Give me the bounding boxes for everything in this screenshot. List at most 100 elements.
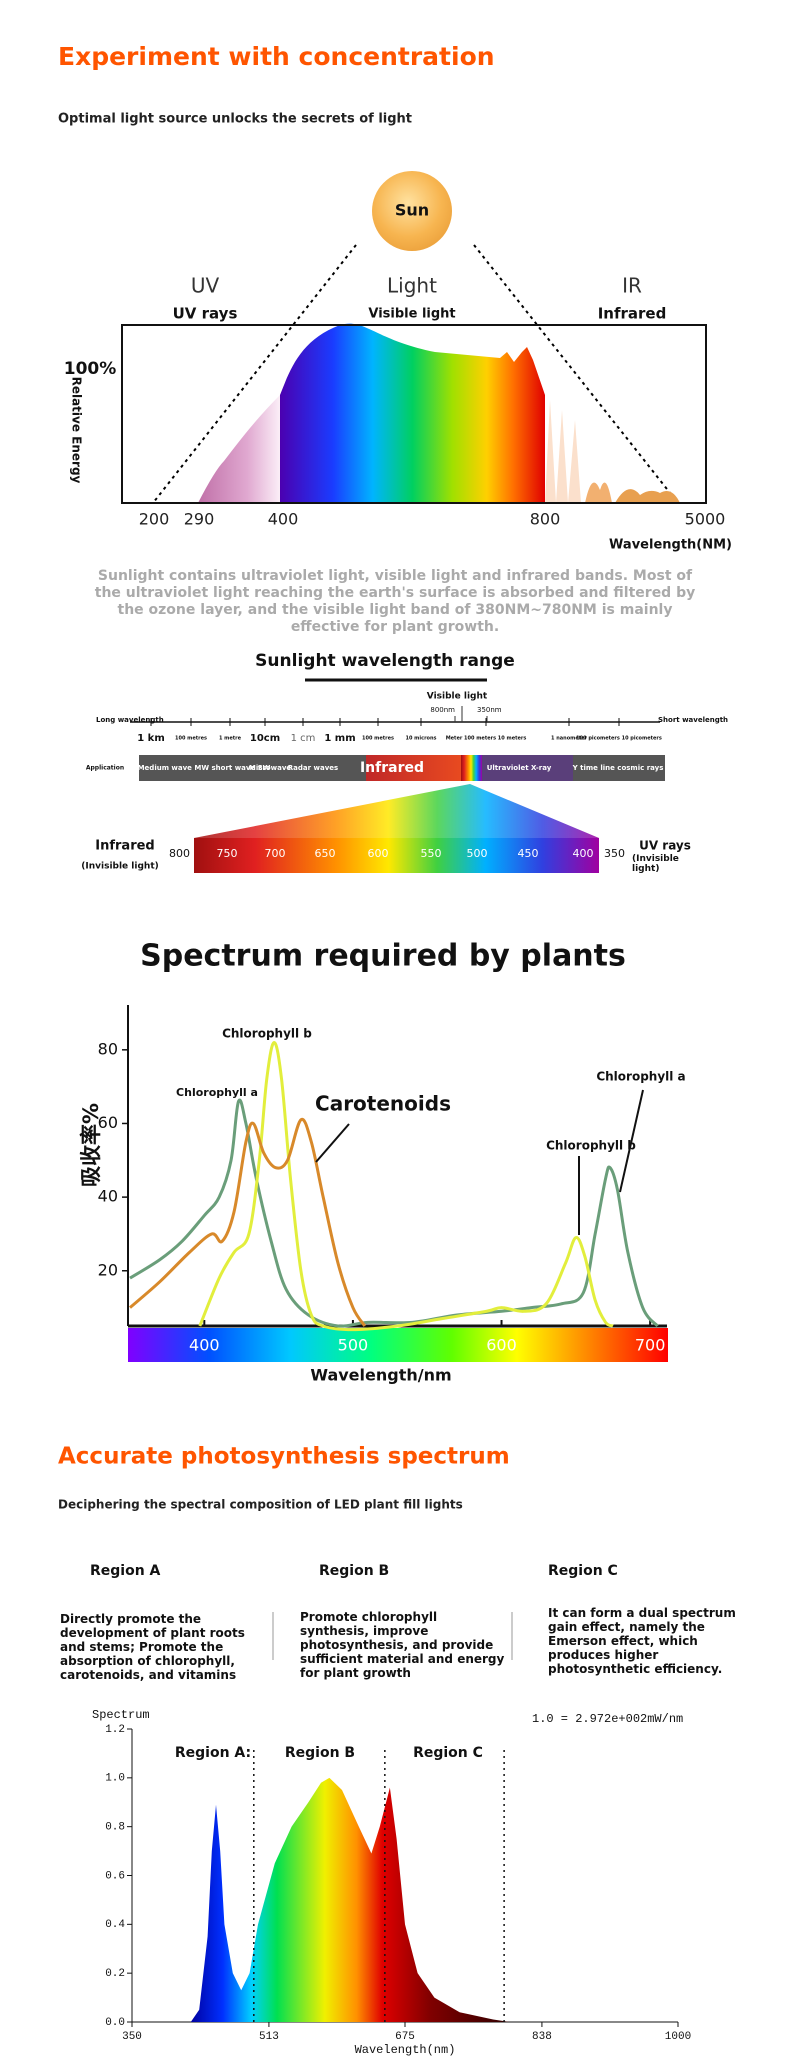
annotation: Carotenoids <box>315 1092 451 1116</box>
spectrum-end: 350 <box>604 847 625 860</box>
y-tick-label: 60 <box>98 1113 118 1132</box>
y-tick-label: 80 <box>98 1039 118 1058</box>
scale-label: 10cm <box>250 733 280 744</box>
frame <box>121 324 707 504</box>
spectrum-tick: 650 <box>315 847 336 860</box>
x-tick-label: 350 <box>122 2031 142 2043</box>
region-label: Region B <box>285 1745 355 1761</box>
annotation: Chlorophyll a <box>596 1070 685 1084</box>
ray <box>152 244 357 504</box>
scale-label: 1 km <box>137 733 165 744</box>
y-tick-label: 40 <box>98 1187 118 1206</box>
leader <box>315 1123 350 1163</box>
spectrum-tick: 550 <box>421 847 442 860</box>
region-label: Region A: <box>175 1745 251 1761</box>
visible-end: 350nm <box>477 706 502 714</box>
x-label: 5000 <box>685 510 726 529</box>
sun-label: Sun <box>395 201 429 220</box>
section-title: Spectrum required by plants <box>140 939 626 974</box>
visible-spectrum-bar <box>194 838 599 873</box>
subtitle: Deciphering the spectral composition of … <box>58 1498 463 1512</box>
x-label: 800 <box>530 510 561 529</box>
x-axis-label: Wavelength/nm <box>310 1366 451 1385</box>
band-name: Visible light <box>368 307 455 322</box>
ray <box>473 244 679 504</box>
annotation: Chlorophyll a <box>176 1086 258 1099</box>
region-name: Region A <box>90 1563 161 1579</box>
application: Medium wave MW short wave SW <box>138 764 271 772</box>
x-tick-label: 513 <box>259 2031 279 2043</box>
x-tick-label: 700 <box>635 1336 666 1355</box>
title: Experiment with concentration <box>58 42 495 71</box>
left-note: (Invisible light) <box>81 862 158 872</box>
band-name: Infrared <box>598 305 667 323</box>
y-axis-label: Spectrum <box>92 1708 150 1722</box>
long-label: Long wavelength <box>96 716 164 724</box>
subtitle: Optimal light source unlocks the secrets… <box>58 112 412 127</box>
dispersion <box>194 784 599 838</box>
spectrum-tick: 600 <box>368 847 389 860</box>
uv-note: (Invisible light) <box>632 854 679 874</box>
scale-label: 1 nanometer <box>551 736 588 742</box>
annotation: Chlorophyll b <box>222 1027 312 1041</box>
band: UV <box>191 274 220 298</box>
scale-label: 100 metres <box>175 736 207 742</box>
spectrum-tick: 400 <box>573 847 594 860</box>
x-tick-label: 500 <box>338 1336 369 1355</box>
y-tick-label: 1.2 <box>105 1724 125 1736</box>
scale-label: 1 cm <box>291 733 316 744</box>
y-tick-label: 0.4 <box>105 1919 125 1931</box>
application-label: Application <box>86 765 124 772</box>
scale-label: 100 picometers 10 picometers <box>576 736 662 742</box>
scale-label: 1 mm <box>324 733 355 744</box>
x-tick-label: 675 <box>395 2031 415 2043</box>
region-text: Directly promote the development of plan… <box>60 1612 245 1682</box>
visible-label: Visible light <box>427 692 488 702</box>
uv-spectrum <box>198 395 280 503</box>
x-tick-label: 838 <box>532 2031 552 2043</box>
line <box>129 1117 367 1327</box>
region-text: It can form a dual spectrum gain effect,… <box>548 1606 736 1676</box>
leader <box>619 1089 644 1193</box>
line <box>198 1040 614 1332</box>
short-label: Short wavelength <box>658 716 728 724</box>
visible-band <box>461 755 482 781</box>
application: Microwave <box>249 764 292 772</box>
y-axis-label: 吸收率% <box>79 1103 103 1187</box>
right-label: UV rays <box>639 839 691 853</box>
ir-spectrum <box>585 482 612 503</box>
y-label: Relative Energy <box>70 377 84 484</box>
band: IR <box>622 274 642 298</box>
scale-label: 1 metre <box>219 736 242 742</box>
spectrum-tick: 700 <box>265 847 286 860</box>
x-tick-label: 400 <box>189 1336 220 1355</box>
uv-band <box>482 755 573 781</box>
spectrum-bar <box>128 1328 668 1362</box>
section-title: Sunlight wavelength range <box>255 651 515 671</box>
spectrum-tick: 500 <box>467 847 488 860</box>
application: Infrared <box>360 760 424 776</box>
x-label: 290 <box>184 510 215 529</box>
band: Light <box>387 274 437 298</box>
y-tick-label: 20 <box>98 1260 118 1279</box>
title: Accurate photosynthesis spectrum <box>58 1444 510 1470</box>
x-axis-label: Wavelength(nm) <box>355 2043 456 2057</box>
application: Ultraviolet X-ray <box>487 764 552 772</box>
y-tick-label: 1.0 <box>105 1773 125 1785</box>
x-tick-label: 1000 <box>665 2031 691 2043</box>
y-tick-label: 0.6 <box>105 1870 125 1882</box>
note: 1.0 = 2.972e+002mW/nm <box>532 1712 683 1726</box>
y-tick-label: 0.8 <box>105 1822 125 1834</box>
y-tick-label: 0.2 <box>105 1968 125 1980</box>
application: Y time line cosmic rays <box>572 764 664 772</box>
line <box>129 1098 659 1328</box>
description: Sunlight contains ultraviolet light, vis… <box>94 568 696 635</box>
ir-spectrum <box>615 489 680 503</box>
region-label: Region C <box>413 1745 483 1761</box>
max-label: 100% <box>64 359 117 379</box>
visible-spectrum <box>280 323 545 503</box>
y-tick-label: 0.0 <box>105 2017 125 2029</box>
left-label: Infrared <box>95 839 154 854</box>
